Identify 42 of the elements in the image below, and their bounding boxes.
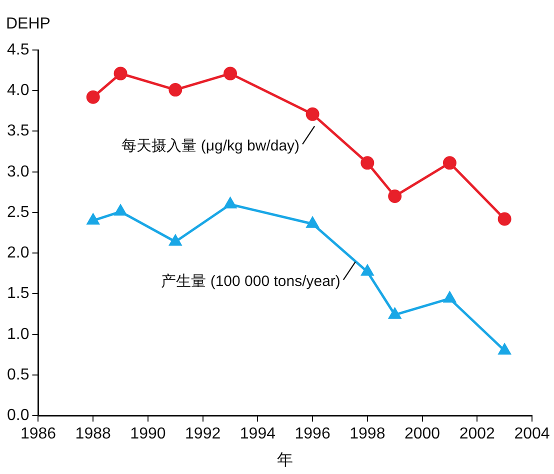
y-tick-label: 0.5 bbox=[6, 366, 30, 384]
point bbox=[169, 234, 182, 246]
point bbox=[86, 90, 100, 104]
point bbox=[224, 66, 238, 80]
y-tick-label: 2.5 bbox=[6, 204, 30, 221]
point bbox=[388, 308, 401, 319]
y-tick-label: 2.0 bbox=[6, 244, 30, 262]
y-tick-label: 0.0 bbox=[6, 407, 30, 424]
point bbox=[87, 214, 100, 225]
point bbox=[444, 292, 456, 303]
x-tick-label: 1998 bbox=[350, 426, 386, 443]
point bbox=[114, 66, 128, 80]
x-tick-label: 1990 bbox=[130, 426, 166, 443]
y-tick-label: 4.0 bbox=[6, 82, 30, 100]
series-label: 产生量 (100 000 tons/year) bbox=[161, 272, 340, 290]
point bbox=[360, 156, 374, 170]
x-tick-label: 1988 bbox=[75, 426, 112, 443]
point bbox=[168, 83, 182, 97]
point bbox=[114, 204, 127, 216]
point bbox=[498, 344, 511, 355]
point bbox=[306, 217, 319, 228]
x-tick-label: 1986 bbox=[20, 426, 56, 443]
x-tick-label: 1992 bbox=[185, 426, 221, 443]
x-tick-label: 2002 bbox=[459, 426, 496, 443]
point bbox=[388, 189, 402, 203]
point bbox=[498, 212, 512, 226]
y-tick-label: 3.0 bbox=[6, 163, 30, 180]
point bbox=[442, 156, 456, 170]
y-tick-label: 3.5 bbox=[6, 122, 30, 140]
point bbox=[224, 198, 236, 208]
x-tick-label: 1994 bbox=[240, 426, 276, 443]
y-tick-label: 1.0 bbox=[6, 326, 30, 343]
y-tick-label: 1.5 bbox=[6, 285, 30, 302]
point bbox=[361, 265, 374, 276]
x-tick-label: 1996 bbox=[294, 426, 330, 443]
x-tick-label: 2004 bbox=[514, 426, 550, 443]
y-tick-label: 4.5 bbox=[6, 41, 30, 58]
point bbox=[306, 107, 320, 121]
y-axis-title: DEHP bbox=[6, 15, 50, 32]
series-label: 每天摄入量 (μg/kg bw/day) bbox=[122, 137, 300, 154]
x-axis-title: 年 bbox=[277, 452, 294, 469]
x-tick-label: 2000 bbox=[404, 426, 440, 443]
